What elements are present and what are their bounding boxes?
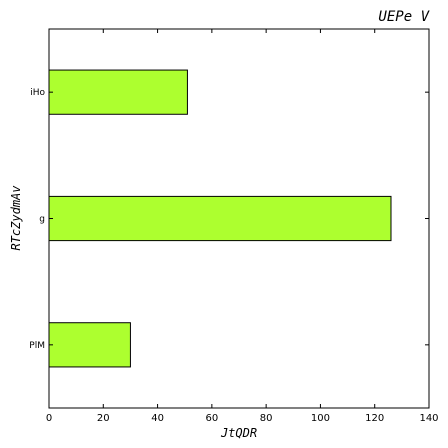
y-axis-label: RTcZydmAv bbox=[9, 185, 23, 251]
x-axis-label: JtQDR bbox=[220, 426, 257, 440]
y-tick-label: iHo bbox=[30, 88, 45, 98]
bar-PlM bbox=[48, 322, 131, 368]
x-tick-label: 40 bbox=[151, 413, 164, 424]
x-tick-label: 60 bbox=[205, 413, 218, 424]
y-ticks-group: PlM g iHo bbox=[29, 88, 429, 351]
x-tick-label: 100 bbox=[311, 413, 330, 424]
x-tick-label: 140 bbox=[419, 413, 438, 424]
bar-iHo bbox=[48, 69, 188, 115]
bars-group bbox=[48, 69, 392, 368]
y-tick-label: PlM bbox=[29, 341, 45, 351]
x-tick-label: 80 bbox=[260, 413, 273, 424]
x-tick-label: 20 bbox=[97, 413, 110, 424]
plot-frame bbox=[48, 28, 430, 409]
chart-title: UEPe V bbox=[378, 9, 430, 25]
x-tick-label: 120 bbox=[365, 413, 384, 424]
bar-g bbox=[48, 195, 392, 242]
x-tick-label: 0 bbox=[46, 413, 52, 424]
x-ticks-group: 0 20 40 60 80 100 120 140 bbox=[46, 29, 439, 424]
y-tick-label: g bbox=[39, 215, 45, 225]
